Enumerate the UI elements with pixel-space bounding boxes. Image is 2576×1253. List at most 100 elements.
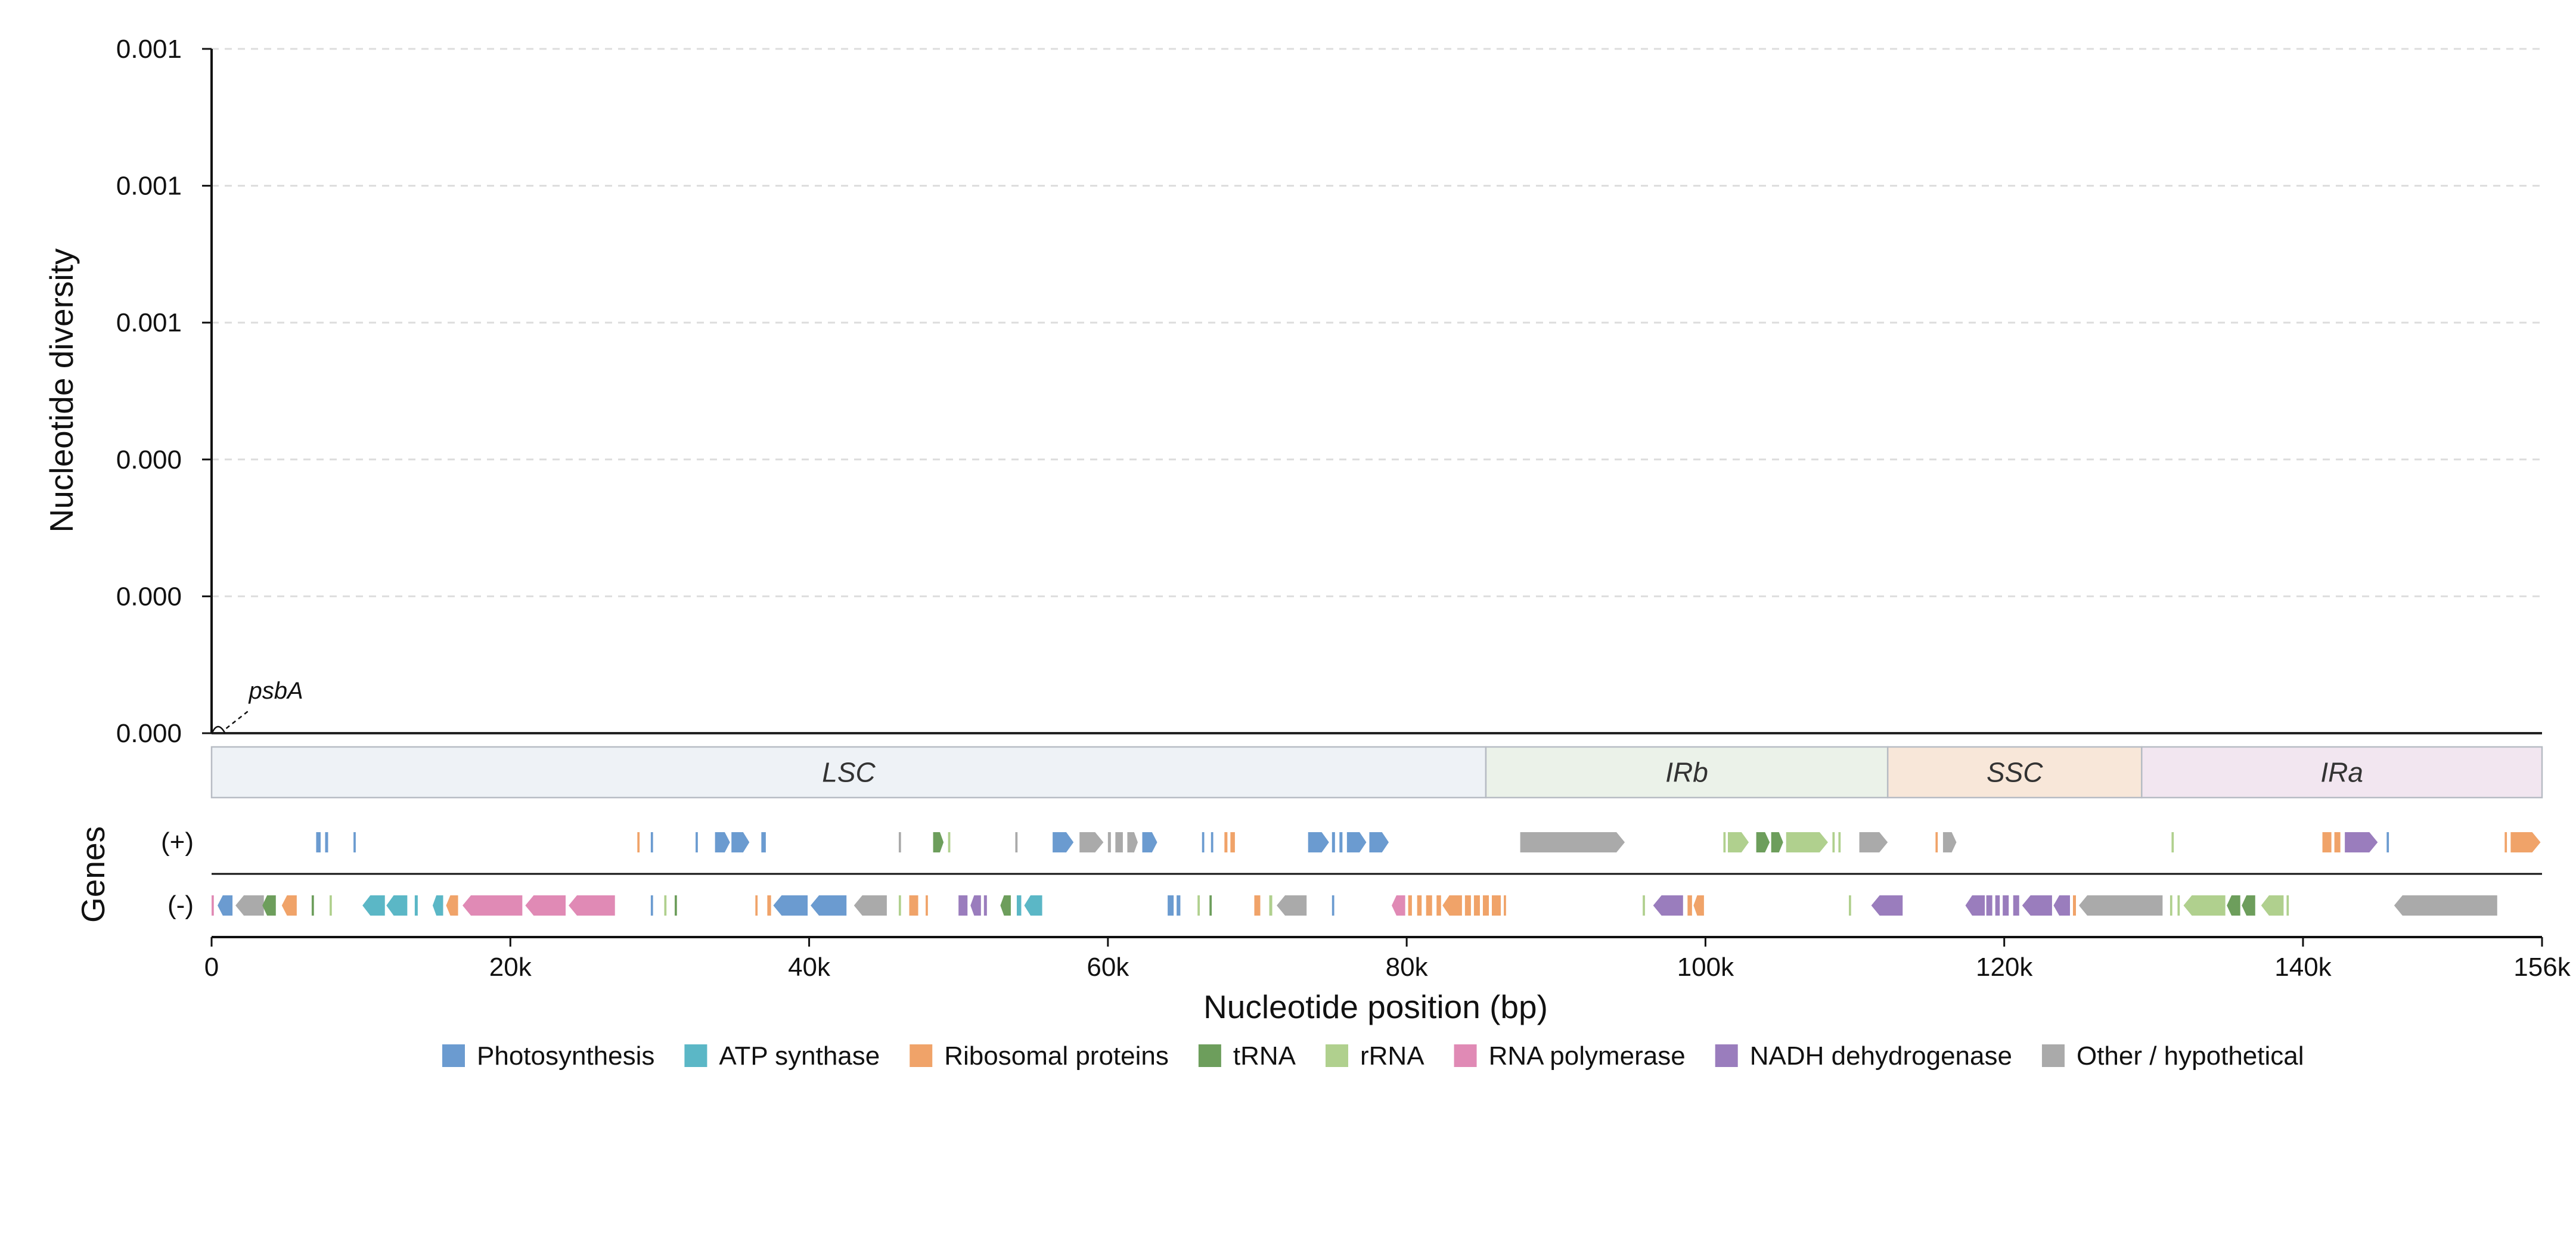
gene-plus bbox=[353, 832, 356, 852]
gene-plus bbox=[948, 832, 951, 852]
gene-minus bbox=[2261, 895, 2284, 916]
gene-minus bbox=[1000, 895, 1011, 916]
gene-minus bbox=[1849, 895, 1851, 916]
gene-plus bbox=[2334, 832, 2341, 852]
gene-plus bbox=[1942, 832, 1957, 852]
gene-plus bbox=[1859, 832, 1888, 852]
gene-plus bbox=[1053, 832, 1074, 852]
gene-minus bbox=[1417, 895, 1422, 916]
region-label: LSC bbox=[822, 757, 876, 788]
x-tick-label: 156k bbox=[2513, 953, 2571, 982]
x-tick-label: 100k bbox=[1677, 953, 1734, 982]
x-tick-label: 120k bbox=[1976, 953, 2033, 982]
legend: Photosynthesis ATP synthase Ribosomal prot… bbox=[442, 1041, 2304, 1071]
gene-plus bbox=[1127, 832, 1138, 852]
legend-swatch bbox=[1326, 1044, 1348, 1067]
gene-minus bbox=[1464, 895, 1471, 916]
gene-plus bbox=[325, 832, 328, 852]
gene-minus bbox=[2013, 895, 2019, 916]
gene-minus bbox=[664, 895, 667, 916]
region-block bbox=[1485, 746, 1889, 799]
gene-plus bbox=[2345, 832, 2378, 852]
annotation-label: psbA bbox=[249, 678, 303, 704]
genes-track-title: Genes bbox=[75, 826, 111, 923]
gene-minus bbox=[1693, 895, 1704, 916]
gene-minus bbox=[811, 895, 847, 916]
gene-plus bbox=[1202, 832, 1205, 852]
gene-plus bbox=[1079, 832, 1104, 852]
gene-minus bbox=[362, 895, 385, 916]
gene-minus bbox=[909, 895, 918, 916]
gene-minus bbox=[1332, 895, 1334, 916]
y-tick-label: 0.000 bbox=[116, 445, 182, 474]
legend-label: tRNA bbox=[1233, 1041, 1296, 1071]
gene-minus bbox=[414, 895, 418, 916]
gene-tracks: (+) (-) bbox=[161, 827, 2542, 938]
annotation-marker bbox=[211, 725, 226, 734]
gene-minus bbox=[330, 895, 332, 916]
x-tick-label: 80k bbox=[1386, 953, 1429, 982]
y-tick-label: 0.001 bbox=[116, 308, 182, 337]
gene-minus bbox=[1442, 895, 1462, 916]
gene-minus bbox=[773, 895, 808, 916]
x-tick-label: 60k bbox=[1087, 953, 1129, 982]
gene-minus bbox=[2170, 895, 2172, 916]
gene-minus bbox=[2079, 895, 2163, 916]
gene-plus bbox=[731, 832, 750, 852]
gene-minus bbox=[1426, 895, 1432, 916]
x-tick-label: 140k bbox=[2274, 953, 2332, 982]
gene-plus bbox=[1771, 832, 1783, 852]
gene-minus bbox=[926, 895, 928, 916]
gene-plus bbox=[1230, 832, 1235, 852]
gene-minus bbox=[432, 895, 443, 916]
region-block bbox=[2141, 746, 2543, 799]
gene-minus bbox=[2242, 895, 2255, 916]
gene-minus bbox=[212, 895, 214, 916]
gene-plus bbox=[2386, 832, 2389, 852]
gene-minus bbox=[1491, 895, 1501, 916]
gene-plus bbox=[1346, 832, 1367, 852]
grid-lines bbox=[212, 48, 2542, 597]
legend-label: RNA polymerase bbox=[1489, 1041, 1686, 1071]
gene-minus bbox=[2022, 895, 2052, 916]
gene-minus bbox=[674, 895, 677, 916]
legend-swatch bbox=[684, 1044, 707, 1067]
gene-plus bbox=[2510, 832, 2541, 852]
legend-label: Other / hypothetical bbox=[2077, 1041, 2304, 1071]
gene-plus bbox=[1224, 832, 1228, 852]
gene-plus bbox=[715, 832, 730, 852]
gene-plus bbox=[1832, 832, 1835, 852]
legend-swatch bbox=[1715, 1044, 1738, 1067]
y-tick-label: 0.001 bbox=[116, 172, 182, 201]
gene-minus bbox=[1269, 895, 1273, 916]
legend-label: Ribosomal proteins bbox=[944, 1041, 1169, 1071]
gene-plus bbox=[1142, 832, 1157, 852]
gene-plus bbox=[637, 832, 640, 852]
gene-plus bbox=[1838, 832, 1841, 852]
gene-minus bbox=[1643, 895, 1645, 916]
gene-minus bbox=[854, 895, 887, 916]
gene-minus bbox=[1254, 895, 1261, 916]
gene-minus bbox=[1024, 895, 1042, 916]
gene-plus bbox=[1520, 832, 1625, 852]
gene-minus bbox=[1168, 895, 1174, 916]
gene-minus bbox=[569, 895, 615, 916]
gene-plus bbox=[1728, 832, 1749, 852]
gene-plus bbox=[2171, 832, 2174, 852]
gene-plus bbox=[1211, 832, 1213, 852]
legend-swatch bbox=[442, 1044, 465, 1067]
gene-minus bbox=[898, 895, 901, 916]
series: psbA bbox=[211, 678, 2542, 734]
gene-minus bbox=[525, 895, 566, 916]
gene-minus bbox=[1986, 895, 1992, 916]
gene-plus bbox=[2322, 832, 2332, 852]
y-axis-title: Nucleotide diversity bbox=[43, 248, 80, 532]
gene-minus bbox=[1392, 895, 1405, 916]
y-tick-label: 0.001 bbox=[116, 35, 182, 64]
legend-label: NADH dehydrogenase bbox=[1750, 1041, 2012, 1071]
region-block bbox=[210, 746, 1487, 799]
gene-minus bbox=[1871, 895, 1903, 916]
gene-minus bbox=[1277, 895, 1307, 916]
gene-minus bbox=[1965, 895, 1985, 916]
region-label: IRb bbox=[1665, 757, 1708, 788]
